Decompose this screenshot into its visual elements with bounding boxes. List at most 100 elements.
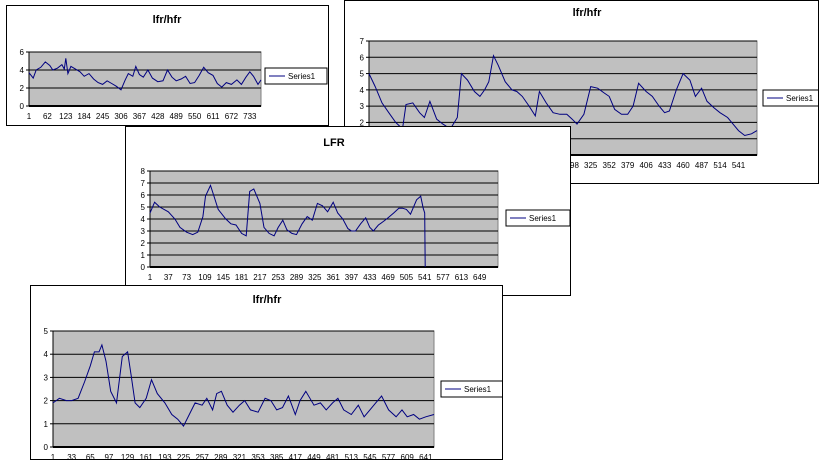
y-tick-label: 8: [141, 167, 146, 176]
y-tick-label: 2: [20, 84, 25, 93]
y-tick-label: 5: [44, 327, 49, 336]
y-tick-label: 0: [20, 102, 25, 111]
legend-box: [264, 67, 328, 85]
x-tick-label: 181: [235, 273, 249, 282]
x-tick-label: 289: [214, 453, 228, 460]
x-tick-label: 545: [363, 453, 377, 460]
x-tick-label: 428: [151, 112, 165, 121]
y-tick-label: 1: [141, 251, 146, 260]
y-tick-label: 3: [141, 227, 146, 236]
x-tick-label: 298: [566, 161, 580, 170]
y-tick-label: 7: [141, 179, 146, 188]
x-tick-label: 577: [382, 453, 396, 460]
legend-box: [440, 380, 502, 398]
y-tick-label: 5: [141, 203, 146, 212]
plot-area: [52, 330, 435, 448]
x-tick-label: 217: [253, 273, 267, 282]
chart-window-lfr[interactable]: LFR 0 1 2 3 4 5 6 7 8 1 37 73 109 145 181 217 253 289 325 36…: [125, 126, 571, 296]
x-tick-label: 613: [455, 273, 469, 282]
x-tick-label: 361: [326, 273, 340, 282]
x-tick-label: 514: [713, 161, 727, 170]
y-tick-label: 1: [44, 420, 49, 429]
chart-window-lfr-hfr-1[interactable]: lfr/hfr 0 2 4 6 1 62 123 184 245 306 367 428 489 550 61…: [6, 5, 329, 126]
y-tick-label: 6: [141, 191, 146, 200]
y-tick-label: 4: [141, 215, 146, 224]
y-tick-label: 2: [360, 118, 365, 127]
x-tick-label: 145: [217, 273, 231, 282]
x-tick-label: 541: [732, 161, 746, 170]
legend-label: Series1: [288, 72, 316, 81]
x-tick-label: 353: [251, 453, 265, 460]
x-tick-label: 577: [436, 273, 450, 282]
x-tick-label: 97: [104, 453, 113, 460]
x-tick-label: 367: [133, 112, 147, 121]
x-tick-label: 609: [401, 453, 415, 460]
series-line: [149, 184, 426, 268]
series-line: [52, 343, 435, 428]
x-tick-label: 321: [233, 453, 247, 460]
x-tick-label: 123: [59, 112, 73, 121]
y-tick-label: 4: [20, 66, 25, 75]
x-tick-label: 733: [243, 112, 257, 121]
x-tick-label: 433: [658, 161, 672, 170]
x-tick-label: 65: [86, 453, 95, 460]
x-tick-label: 245: [96, 112, 110, 121]
chart-title: lfr/hfr: [253, 294, 282, 306]
x-tick-label: 73: [182, 273, 191, 282]
x-tick-label: 449: [307, 453, 321, 460]
y-tick-label: 6: [360, 53, 365, 62]
x-tick-label: 184: [78, 112, 92, 121]
x-tick-label: 469: [381, 273, 395, 282]
y-tick-label: 7: [360, 37, 365, 46]
x-tick-label: 33: [67, 453, 76, 460]
y-tick-label: 3: [360, 102, 365, 111]
x-tick-label: 649: [473, 273, 487, 282]
x-tick-label: 481: [326, 453, 340, 460]
x-tick-label: 672: [225, 112, 239, 121]
legend-label: Series1: [529, 214, 557, 223]
x-tick-label: 289: [290, 273, 304, 282]
x-tick-label: 193: [158, 453, 172, 460]
chart-title: lfr/hfr: [573, 7, 602, 19]
legend-label: Series1: [786, 94, 814, 103]
x-tick-label: 487: [695, 161, 709, 170]
x-tick-label: 433: [363, 273, 377, 282]
legend-label: Series1: [464, 385, 492, 394]
chart-svg: lfr/hfr 0 2 4 6 1 62 123 184 245 306 367 428 489 550 61…: [20, 14, 328, 121]
chart-window-lfr-hfr-3[interactable]: lfr/hfr 0 1 2 3 4 5 1 33 65 97 129 161 193 225 257 289 32…: [30, 285, 503, 460]
x-tick-label: 379: [621, 161, 635, 170]
x-tick-label: 129: [121, 453, 135, 460]
x-tick-label: 1: [27, 112, 32, 121]
x-tick-label: 109: [198, 273, 212, 282]
x-tick-label: 505: [400, 273, 414, 282]
y-tick-label: 4: [360, 86, 365, 95]
x-tick-label: 513: [345, 453, 359, 460]
legend-box: [762, 89, 818, 107]
x-tick-label: 257: [195, 453, 209, 460]
x-tick-label: 1: [51, 453, 56, 460]
series-line: [368, 54, 758, 137]
x-tick-label: 225: [177, 453, 191, 460]
x-tick-label: 1: [148, 273, 153, 282]
x-tick-label: 306: [114, 112, 128, 121]
series-line: [28, 58, 262, 91]
y-tick-label: 4: [44, 350, 49, 359]
x-tick-label: 253: [272, 273, 286, 282]
y-tick-label: 6: [20, 48, 25, 57]
x-tick-label: 541: [418, 273, 432, 282]
x-tick-label: 417: [289, 453, 303, 460]
chart-title: lfr/hfr: [153, 14, 182, 26]
y-tick-label: 3: [44, 373, 49, 382]
chart-title: LFR: [323, 137, 344, 149]
y-tick-label: 0: [141, 263, 146, 272]
x-tick-label: 550: [188, 112, 202, 121]
x-tick-label: 325: [308, 273, 322, 282]
x-tick-label: 397: [345, 273, 359, 282]
x-tick-label: 325: [584, 161, 598, 170]
x-tick-label: 62: [43, 112, 52, 121]
x-tick-label: 161: [140, 453, 154, 460]
x-tick-label: 641: [419, 453, 433, 460]
x-tick-label: 406: [639, 161, 653, 170]
